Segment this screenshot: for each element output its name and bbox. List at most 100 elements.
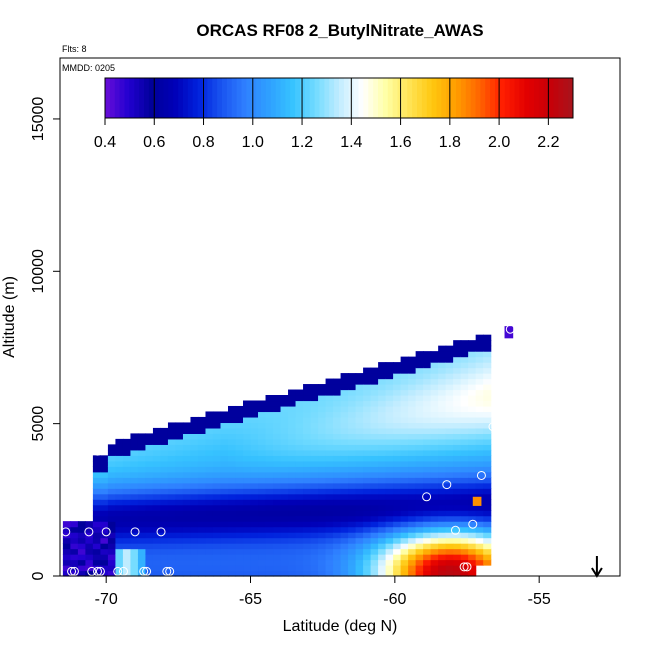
heat-cell bbox=[333, 428, 341, 434]
heat-cell bbox=[175, 466, 183, 472]
heat-cell bbox=[198, 417, 206, 423]
heat-cell bbox=[356, 455, 364, 461]
heat-cell bbox=[483, 516, 491, 522]
heat-cell bbox=[145, 543, 153, 549]
heat-cell bbox=[251, 538, 259, 544]
heat-cell bbox=[145, 433, 153, 439]
heat-cell bbox=[401, 450, 409, 456]
heat-cell bbox=[348, 494, 356, 500]
heat-cell bbox=[183, 560, 191, 566]
heat-cell bbox=[341, 373, 349, 379]
heat-cell bbox=[318, 532, 326, 538]
heat-cell bbox=[100, 516, 108, 522]
heat-cell bbox=[311, 411, 319, 417]
heat-cell bbox=[423, 472, 431, 478]
heat-cell bbox=[108, 499, 116, 505]
heat-cell bbox=[438, 406, 446, 412]
heat-cell bbox=[461, 379, 469, 385]
heat-cell bbox=[213, 516, 221, 522]
heat-cell bbox=[348, 450, 356, 456]
heat-cell bbox=[220, 472, 228, 478]
heat-cell bbox=[251, 488, 259, 494]
heat-cell bbox=[446, 510, 454, 516]
heat-cell bbox=[431, 384, 439, 390]
heat-cell bbox=[115, 450, 123, 456]
colorbar-swatch bbox=[193, 78, 198, 118]
heat-cell bbox=[408, 368, 416, 374]
heat-cell bbox=[438, 368, 446, 374]
heat-cell bbox=[378, 406, 386, 412]
heat-cell bbox=[371, 505, 379, 511]
heat-cell bbox=[408, 527, 416, 533]
heat-cell bbox=[326, 477, 334, 483]
heat-cell bbox=[461, 510, 469, 516]
heat-cell bbox=[296, 422, 304, 428]
heat-cell bbox=[341, 527, 349, 533]
heat-cell bbox=[288, 494, 296, 500]
heat-cell bbox=[123, 499, 131, 505]
heat-cell bbox=[453, 472, 461, 478]
heat-cell bbox=[371, 433, 379, 439]
heat-cell bbox=[273, 516, 281, 522]
heat-cell bbox=[273, 521, 281, 527]
heat-cell bbox=[220, 505, 228, 511]
heat-cell bbox=[401, 433, 409, 439]
heat-cell bbox=[461, 373, 469, 379]
heat-cell bbox=[288, 422, 296, 428]
heat-cell bbox=[251, 477, 259, 483]
heat-cell bbox=[311, 532, 319, 538]
heat-cell bbox=[153, 505, 161, 511]
heat-cell bbox=[363, 422, 371, 428]
heat-cell bbox=[123, 538, 131, 544]
heat-cell bbox=[476, 362, 484, 368]
heat-cell bbox=[311, 400, 319, 406]
heat-cell bbox=[198, 494, 206, 500]
heat-cell bbox=[333, 461, 341, 467]
heat-cell bbox=[115, 549, 123, 555]
heat-cell bbox=[476, 379, 484, 385]
heat-cell bbox=[423, 461, 431, 467]
heat-cell bbox=[371, 499, 379, 505]
heat-cell bbox=[356, 521, 364, 527]
heat-cell bbox=[401, 362, 409, 368]
heat-cell bbox=[348, 510, 356, 516]
heat-cell bbox=[438, 554, 446, 560]
colorbar-swatch bbox=[378, 78, 383, 118]
heat-cell bbox=[273, 538, 281, 544]
heat-cell bbox=[423, 417, 431, 423]
heat-cell bbox=[258, 543, 266, 549]
heat-cell bbox=[401, 554, 409, 560]
heat-cell bbox=[198, 422, 206, 428]
heat-cell bbox=[333, 483, 341, 489]
heat-cell bbox=[296, 400, 304, 406]
heat-cell bbox=[258, 461, 266, 467]
heat-cell bbox=[93, 483, 101, 489]
heat-cell bbox=[273, 439, 281, 445]
heat-cell bbox=[183, 488, 191, 494]
heat-cell bbox=[63, 549, 71, 555]
heat-cell bbox=[273, 417, 281, 423]
heat-cell bbox=[431, 455, 439, 461]
heat-cell bbox=[145, 477, 153, 483]
heat-cell bbox=[408, 549, 416, 555]
heat-cell bbox=[258, 439, 266, 445]
heat-cell bbox=[63, 554, 71, 560]
heat-cell bbox=[476, 395, 484, 401]
heat-cell bbox=[438, 560, 446, 566]
heat-cell bbox=[378, 521, 386, 527]
heat-cell bbox=[243, 411, 251, 417]
colorbar-tick-label: 1.2 bbox=[291, 134, 313, 151]
colorbar-swatch bbox=[363, 78, 368, 118]
heat-cell bbox=[326, 406, 334, 412]
heat-cell bbox=[213, 428, 221, 434]
heat-cell bbox=[296, 390, 304, 396]
heat-cell bbox=[446, 516, 454, 522]
heat-cell bbox=[130, 516, 138, 522]
heat-cell bbox=[228, 549, 236, 555]
colorbar-swatch bbox=[334, 78, 339, 118]
heat-cell bbox=[453, 532, 461, 538]
heat-cell bbox=[356, 395, 364, 401]
heat-cell bbox=[318, 543, 326, 549]
heat-cell bbox=[243, 417, 251, 423]
heat-cell bbox=[266, 477, 274, 483]
